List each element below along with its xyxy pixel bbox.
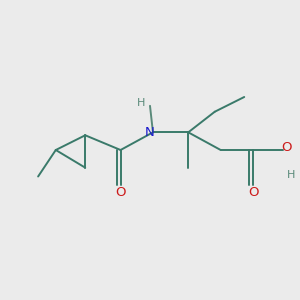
Text: H: H xyxy=(287,170,296,180)
Text: O: O xyxy=(282,141,292,154)
Text: O: O xyxy=(115,186,126,199)
Text: H: H xyxy=(137,98,146,108)
Text: N: N xyxy=(145,126,155,139)
Text: O: O xyxy=(248,186,258,199)
